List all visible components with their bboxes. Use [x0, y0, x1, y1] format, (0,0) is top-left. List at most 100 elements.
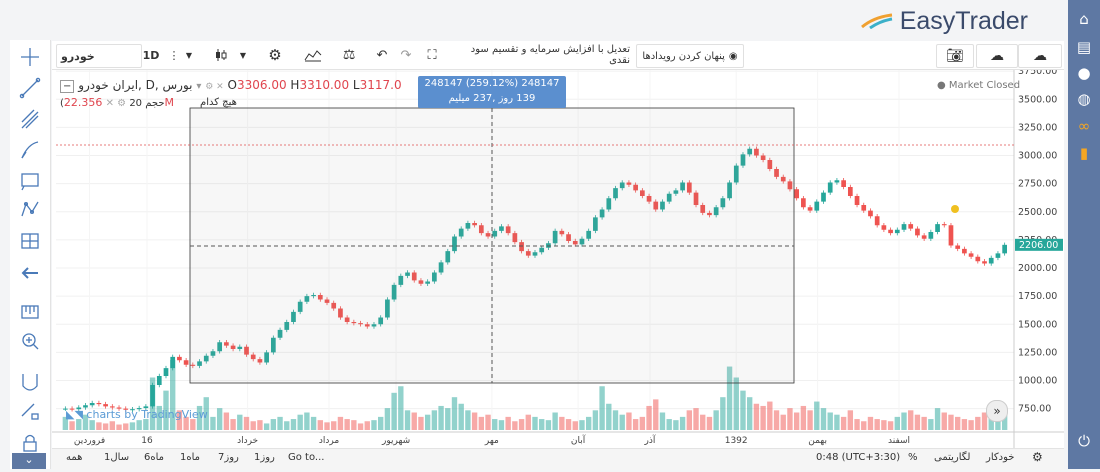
range-all[interactable]: همه	[66, 452, 83, 463]
tradingview-watermark[interactable]: ◣◥ charts by TradingView	[66, 408, 208, 421]
candle-body	[660, 201, 665, 210]
trend-line-icon[interactable]	[19, 77, 41, 99]
back-arrow-icon[interactable]	[21, 267, 38, 279]
candle-body	[385, 299, 390, 318]
magnet-icon[interactable]	[22, 374, 38, 391]
range-1y[interactable]: 1سال	[104, 452, 130, 463]
scroll-to-latest-button[interactable]: »	[986, 400, 1008, 422]
pencil-lock-icon[interactable]	[21, 403, 39, 420]
volume-bar	[257, 420, 263, 430]
redo-icon[interactable]: ↷	[400, 47, 412, 63]
cloud-load-icon[interactable]: ☁	[976, 44, 1018, 68]
range-1m[interactable]: 1ماه	[180, 452, 201, 463]
candle-body	[505, 226, 511, 234]
volume-bar	[545, 420, 552, 430]
chart-pane[interactable]: 3750.00 3500.00 3250.00 3000.00 2750.00 2500.…	[52, 66, 1064, 448]
volume-settings-icon[interactable]: ⚙ ✕	[105, 98, 127, 109]
y-tick-label: 3000.00	[1018, 151, 1057, 162]
candle-body	[237, 346, 243, 349]
volume-bar	[129, 422, 136, 430]
binoculars-icon[interactable]: ∞	[1077, 117, 1091, 135]
zoom-in-icon[interactable]	[22, 333, 39, 350]
volume-bar	[505, 416, 511, 430]
coins-icon[interactable]: ●	[1077, 64, 1091, 82]
candle-body	[465, 223, 471, 229]
pitchfork-icon[interactable]	[21, 109, 39, 129]
candles-style-icon[interactable]	[208, 44, 234, 66]
adjust-dividends-toggle[interactable]: تعدیل با افزایش سرمایه و تقسیم سود نقدی	[470, 44, 630, 66]
legend-arrow-icon[interactable]: ▾	[196, 81, 202, 92]
fib-grid-icon[interactable]	[21, 233, 39, 249]
volume-bar	[243, 416, 250, 430]
measure-tool-icon[interactable]	[21, 305, 39, 319]
range-7d[interactable]: 7روز	[218, 452, 239, 463]
fullscreen-icon[interactable]: ⛶	[427, 47, 437, 63]
undo-icon[interactable]: ↶	[376, 47, 388, 63]
brush-icon[interactable]	[21, 141, 39, 159]
candle-body	[411, 272, 417, 281]
snapshot-camera-icon[interactable]: 📷︎	[936, 44, 974, 68]
crosshair-icon[interactable]	[21, 48, 39, 66]
volume-bar	[465, 410, 471, 430]
candle-body	[935, 224, 940, 232]
power-icon[interactable]: ⏻	[1078, 432, 1090, 450]
toolbar-collapse-button[interactable]: ⌄	[12, 453, 46, 469]
chart-settings-icon[interactable]: ⚙	[1032, 450, 1043, 464]
lock-icon[interactable]	[23, 434, 37, 452]
auto-scale-toggle[interactable]: خودکار	[986, 452, 1015, 463]
range-1d[interactable]: 1روز	[254, 452, 275, 463]
legend-low: 3117.0	[359, 78, 402, 92]
candle-body	[425, 281, 431, 284]
interval-dropdown-icon[interactable]: ▼	[185, 50, 193, 60]
legend-high: 3310.00	[299, 78, 350, 92]
candle-body	[646, 196, 652, 202]
candle-body	[626, 182, 632, 185]
pattern-icon[interactable]	[21, 201, 39, 217]
price-chart[interactable]: 3750.00 3500.00 3250.00 3000.00 2750.00 2500.…	[52, 66, 1064, 448]
candle-body	[297, 301, 303, 312]
candle-body	[519, 242, 524, 252]
volume-bar	[928, 419, 934, 430]
volume-bar	[163, 390, 169, 430]
candle-body	[398, 275, 404, 285]
candle-body	[264, 352, 269, 363]
lifebuoy-icon[interactable]: ◍	[1077, 90, 1091, 108]
interval-selector[interactable]: 1D	[142, 48, 160, 62]
volume-bar	[552, 412, 558, 430]
range-6m[interactable]: 6ماه	[144, 452, 165, 463]
legend-collapse-icon[interactable]: −	[60, 80, 75, 93]
candle-body	[89, 403, 95, 406]
hide-events-button[interactable]: پنهان کردن رویدادها ◉	[636, 44, 744, 68]
percent-toggle[interactable]: %	[908, 452, 918, 463]
y-tick-label: 2750.00	[1018, 179, 1057, 190]
more-options-icon[interactable]: ⋮	[168, 48, 180, 62]
settings-gear-icon[interactable]: ⚙	[268, 46, 282, 64]
database-icon[interactable]: ▤	[1076, 38, 1092, 56]
event-marker-dot[interactable]	[951, 205, 959, 213]
candle-body	[177, 356, 182, 361]
x-tick-label: خرداد	[237, 436, 258, 446]
volume-bar	[585, 416, 592, 430]
symbol-search-input[interactable]: خودرو	[56, 44, 142, 68]
legend-settings-icon[interactable]: ⚙ ✕	[205, 82, 224, 92]
indicators-icon[interactable]	[298, 44, 328, 66]
cloud-save-icon[interactable]: ☁	[1018, 44, 1062, 68]
candle-body	[928, 232, 934, 239]
volume-bar	[639, 416, 646, 430]
timezone-clock[interactable]: 0:48 (UTC+3:30)	[816, 452, 901, 463]
candle-body	[901, 224, 907, 230]
style-dropdown-icon[interactable]: ▼	[239, 50, 247, 60]
volume-bar	[814, 401, 820, 430]
brand-logo[interactable]: EasyTrader	[860, 7, 1028, 36]
candle-body	[438, 262, 444, 273]
text-note-icon[interactable]	[21, 173, 39, 191]
volume-bar	[210, 416, 216, 430]
home-icon[interactable]: ⌂	[1079, 10, 1089, 28]
candle-body	[633, 184, 638, 191]
compare-scale-icon[interactable]: ⚖	[342, 47, 356, 63]
goto-date-button[interactable]: Go to...	[288, 452, 325, 463]
volume-bar	[76, 419, 82, 430]
bar-chart-icon[interactable]: ▮	[1079, 144, 1089, 162]
log-scale-toggle[interactable]: لگاریتمی	[934, 452, 971, 463]
candle-body	[217, 342, 223, 352]
